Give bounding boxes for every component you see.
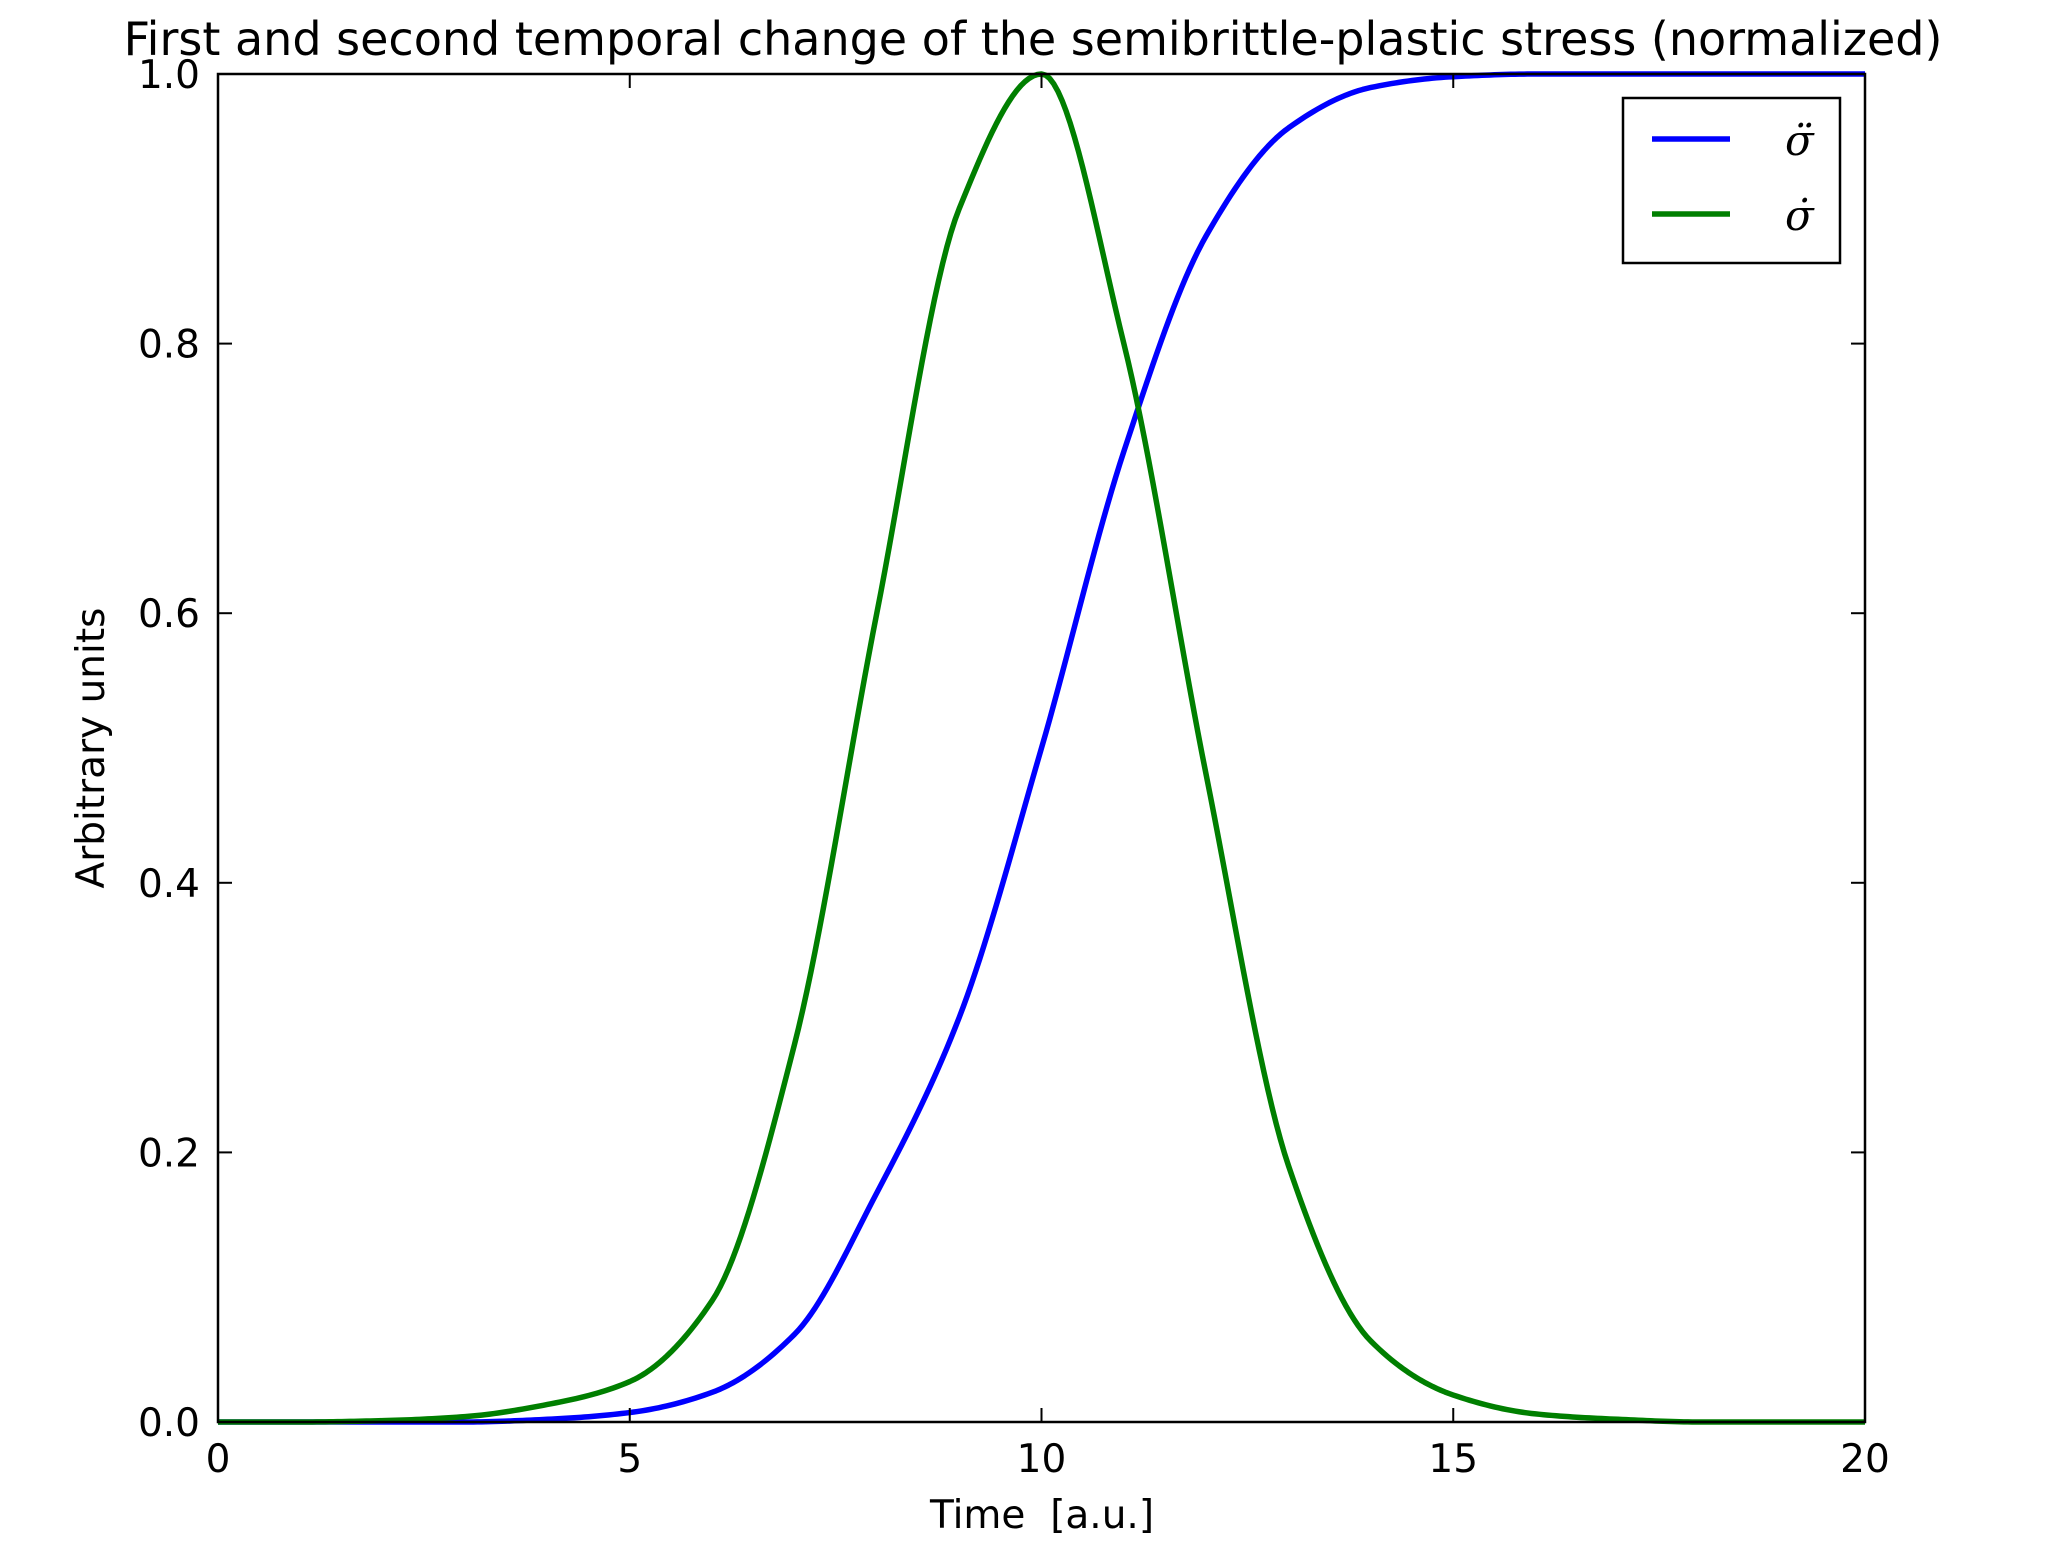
legend-label-sigma-dot: σ̇ [1785,191,1815,240]
x-tick-label-0: 0 [206,1437,231,1482]
y-tick-label-2: 0.4 [138,862,200,907]
legend: σ̈ σ̇ [1621,96,1842,265]
y-axis-label: Arbitrary units [69,608,114,889]
y-tick-label-4: 0.8 [138,323,200,368]
x-tick-label-3: 15 [1428,1437,1478,1482]
y-tick-label-0: 0.0 [138,1401,200,1446]
x-tick-label-1: 5 [617,1437,642,1482]
legend-box [1621,96,1842,265]
x-tick-label-4: 20 [1840,1437,1890,1482]
legend-label-sigma-ddot: σ̈ [1785,116,1815,165]
y-tick-label-1: 0.2 [138,1131,200,1176]
y-tick-label-5: 1.0 [138,53,200,98]
y-tick-label-3: 0.6 [138,592,200,637]
x-axis-label: Time [a.u.] [929,1493,1154,1538]
axis-ticks: 0 5 10 15 20 0.0 0.2 0.4 0.6 0.8 1.0 [138,53,1890,1482]
chart-title: First and second temporal change of the … [124,12,1943,66]
x-tick-label-2: 10 [1017,1437,1067,1482]
